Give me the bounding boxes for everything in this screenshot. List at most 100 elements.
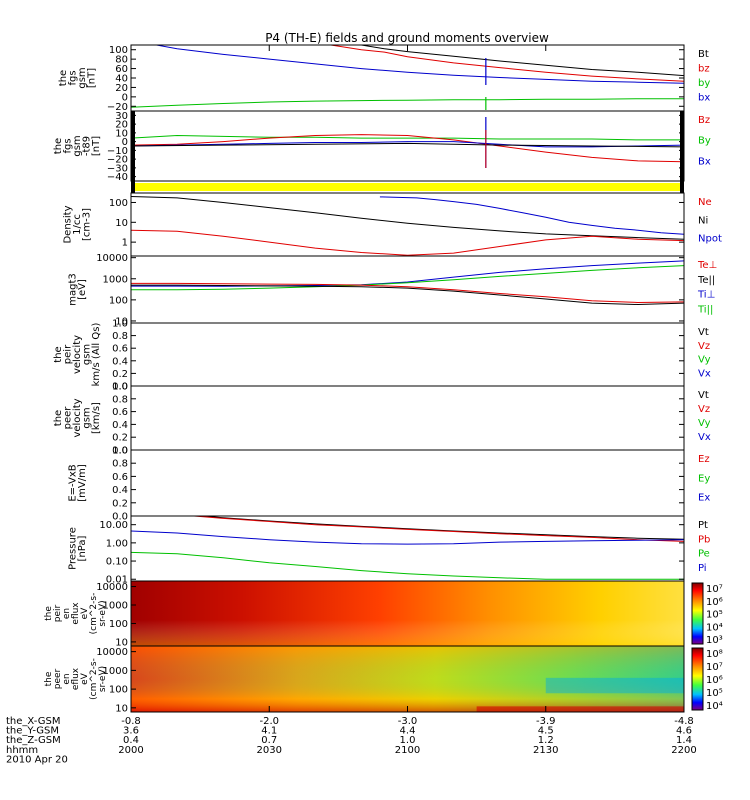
panel-7-ytick-1: 1.00: [106, 538, 128, 549]
spectrogram-1-ylabel-1: peer: [53, 668, 63, 689]
panel-0-legend-2: by: [698, 78, 710, 89]
spectrogram-1-overlay: [131, 646, 684, 712]
spectrogram-1-cool-band: [545, 677, 684, 694]
ephem-value-0-2: -3.0: [398, 716, 418, 727]
ephem-value-2-1: 0.7: [261, 735, 277, 746]
panel-3-ytick-3: 10: [115, 316, 128, 327]
ephem-value-1-0: 3.6: [123, 726, 139, 737]
panel-4-ylabel-3: gsm: [82, 344, 93, 365]
panel-5-ytick-1: 0.8: [112, 394, 128, 405]
spectrogram-1-colorbar: [691, 647, 704, 711]
panel-3-legend-2: Ti⊥: [697, 290, 715, 301]
panel-1: [130, 110, 685, 182]
panel-7-ytick-3: 0.01: [106, 575, 128, 586]
panel-1-ytick-6: −30: [107, 163, 128, 174]
panel-0-series-0: [358, 45, 684, 77]
panel-3: [130, 255, 685, 324]
spectrogram-0-cbar-tick-3: 10⁴: [706, 622, 723, 633]
panel-7-legend-3: Pi: [698, 563, 707, 574]
panel-2-frame: [130, 192, 685, 257]
panel-1-series-0: [131, 134, 684, 141]
mode-bar: [131, 183, 684, 191]
spectrogram-0-cbar-tick-1: 10⁶: [706, 597, 723, 608]
panel-3-ylabel-0: magt3: [67, 273, 78, 306]
panel-0-frame: [130, 44, 685, 112]
spectrogram-1-cbar-tick-0: 10⁸: [706, 649, 723, 660]
panel-0-legend-1: bz: [698, 64, 710, 75]
ephem-value-2-2: 1.0: [400, 735, 416, 746]
spectrogram-0-cbar-tick-0: 10⁷: [706, 584, 723, 595]
spectrogram-1-cbar-tick-4: 10⁴: [706, 701, 723, 712]
chart-title: P4 (TH-E) fields and ground moments over…: [265, 31, 549, 45]
spectrogram-1-ylabel-0: the: [44, 671, 54, 686]
panel-7-ytick-0: 10.00: [99, 520, 128, 531]
panel-4-frame: [130, 322, 685, 387]
panel-0-ytick-2: 60: [115, 64, 128, 75]
panel-6-ytick-5: 0.0: [112, 512, 128, 523]
panel-0-ytick-3: 40: [115, 74, 128, 85]
panel-5-legend-2: Vy: [698, 418, 711, 429]
panel-3-ytick-2: 100: [109, 295, 128, 306]
panel-1-ytick-4: −10: [107, 146, 128, 157]
panel-1-series-2: [131, 141, 684, 148]
panel-7-legend-1: Pb: [698, 534, 710, 545]
ephem-value-2-0: 0.4: [123, 735, 139, 746]
panel-5-ytick-3: 0.4: [112, 420, 128, 431]
panel-1-ylabel-3: -t89: [82, 136, 93, 156]
panel-2-ytick-1: 10: [115, 218, 128, 229]
spectrogram-1-cbar-tick-2: 10⁶: [706, 675, 723, 686]
panel-4-legend-2: Vy: [698, 355, 711, 366]
panel-6-ylabel-1: [mV/m]: [77, 464, 88, 502]
panel-2-series-0: [131, 196, 684, 240]
spectrogram-0-colorbar: [691, 582, 704, 645]
panel-4-ylabel-0: the: [53, 346, 64, 362]
panel-0-series-1: [327, 45, 684, 82]
panel-1-ytick-7: −40: [107, 172, 128, 183]
panel-2-ylabel-2: [cm-3]: [82, 208, 93, 241]
ephem-value-2-3: 1.2: [538, 735, 554, 746]
panel-7-legend-0: Pt: [698, 520, 708, 531]
ephem-label-3: hhmm: [6, 745, 38, 756]
panel-3-legend-0: Te⊥: [697, 260, 717, 271]
ephem-value-3-1: 2030: [257, 745, 282, 756]
panel-1-ylabel-2: gsm: [72, 135, 83, 156]
panel-3-series-2: [131, 282, 684, 304]
panel-0-ylabel-1: fgs: [67, 70, 78, 85]
panel-6-legend-2: Ex: [698, 493, 710, 504]
panel-0-ytick-4: 20: [115, 83, 128, 94]
panel-0-ytick-6: −20: [107, 102, 128, 113]
ephem-label-1: the_Y-GSM: [6, 726, 59, 737]
panel-2-legend-1: Ni: [698, 215, 708, 226]
panel-3-series-0: [131, 260, 684, 287]
spectrogram-1: [130, 645, 704, 713]
spectrogram-1-ytick-2: 100: [109, 685, 128, 696]
panel-1-legend-0: Bz: [698, 115, 710, 126]
ephem-value-1-4: 4.6: [676, 726, 692, 737]
panel-4-ytick-4: 0.2: [112, 369, 128, 380]
panel-6-legend-1: Ey: [698, 473, 710, 484]
spectrogram-0-ylabel-6: sr-eV): [98, 600, 108, 626]
spectrogram-0-ylabel-5: (cm^2-s-: [89, 593, 99, 635]
panel-6-ytick-3: 0.4: [112, 485, 128, 496]
panel-1-series-1: [131, 134, 684, 163]
panel-7-series-0: [197, 516, 684, 540]
ephem-value-0-0: -0.8: [121, 716, 141, 727]
panel-5-ylabel-3: gsm: [82, 407, 93, 428]
panel-4-ytick-1: 0.8: [112, 331, 128, 342]
spectrogram-1-ylabel-4: eV: [80, 672, 90, 685]
panel-7-series-3: [131, 551, 684, 580]
panel-3-ytick-0: 10000: [96, 253, 128, 264]
ephem-label-2: the_Z-GSM: [6, 735, 61, 746]
panel-5-legend-3: Vx: [698, 432, 711, 443]
panel-7-frame: [130, 515, 685, 582]
panel-6-ylabel-0: E=-VxB: [67, 464, 78, 501]
panel-0-legend-0: Bt: [698, 49, 709, 60]
panel-7-series-2: [131, 530, 684, 545]
panel-1-ylabel-4: [nT]: [91, 136, 102, 156]
panel-7-series-1: [187, 516, 684, 542]
panel-2-ylabel-1: 1/cc: [72, 214, 83, 235]
spectrogram-0: [130, 580, 704, 647]
panel-1-right-band: [680, 111, 684, 181]
panel-4-ytick-5: 0.0: [112, 382, 128, 393]
spectrogram-1-ytick-3: 10: [115, 703, 128, 714]
